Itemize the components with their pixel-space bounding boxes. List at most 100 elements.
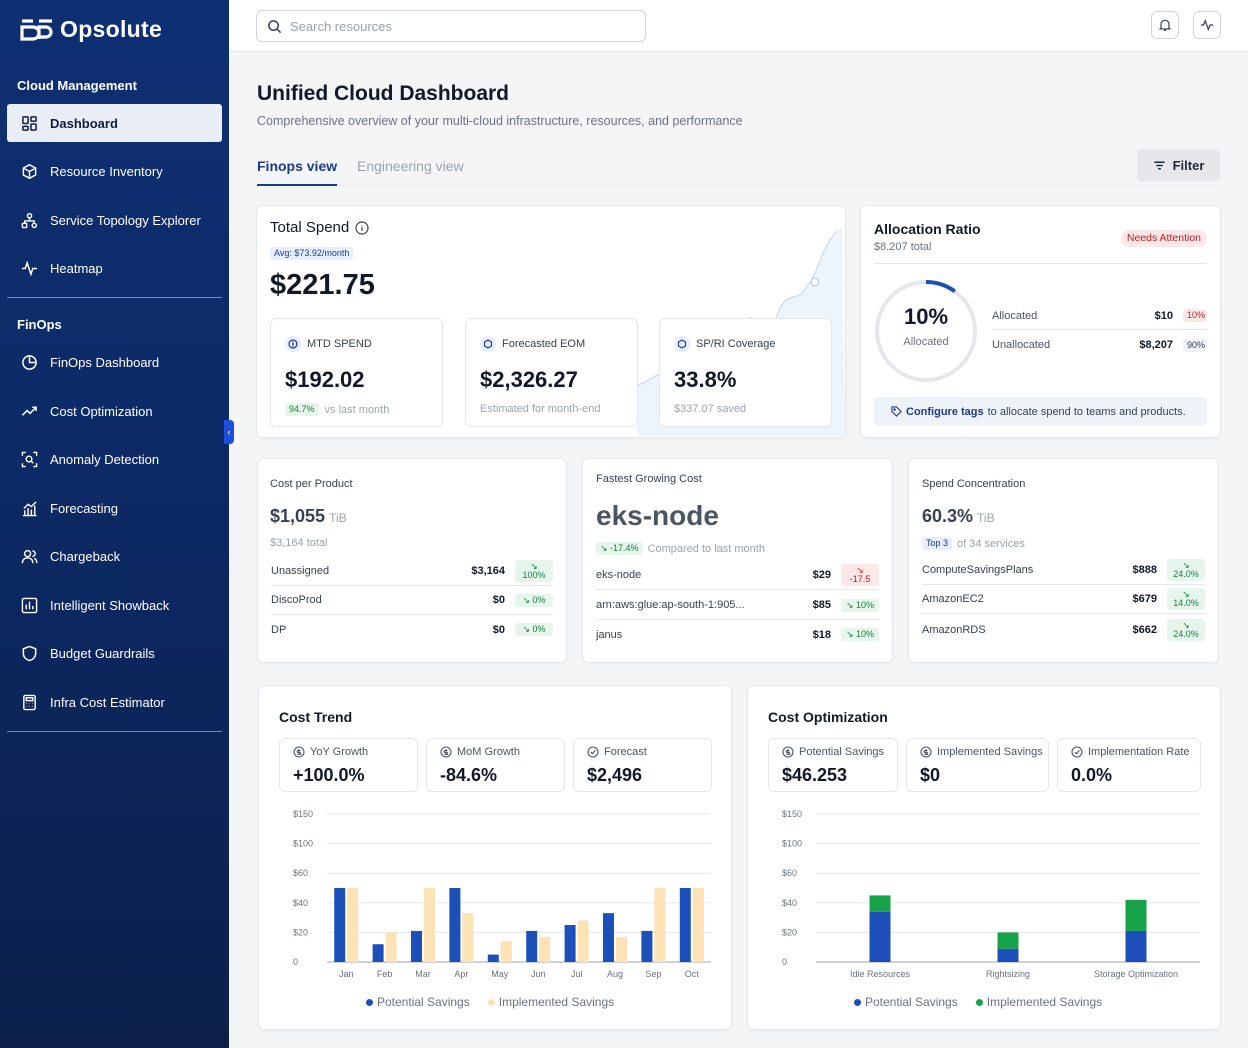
sidebar-item-dashboard[interactable]: Dashboard: [7, 104, 222, 142]
x-tick-label: Storage Optimization: [1094, 969, 1178, 979]
x-tick-label: Rightsizing: [986, 969, 1030, 979]
section-label-cloud-management: Cloud Management: [17, 78, 137, 93]
mtd-spend-value: $192.02: [285, 367, 365, 392]
sp-ri-coverage-value: 33.8%: [674, 367, 737, 392]
dollar-icon: [920, 746, 932, 758]
bar-potential: [334, 888, 346, 962]
sidebar-item-infra-cost-estimator[interactable]: Infra Cost Estimator: [7, 683, 222, 721]
bar-chart-icon: [22, 500, 37, 516]
sidebar-item-resource-inventory[interactable]: Resource Inventory: [7, 152, 222, 190]
table-row[interactable]: eks-node $29 ↘ -17.5: [596, 561, 879, 590]
table-row[interactable]: ComputeSavingsPlans $888 ↘ 24.0%: [922, 556, 1205, 585]
page-title: Unified Cloud Dashboard: [257, 82, 509, 105]
activity-button[interactable]: [1193, 11, 1221, 39]
bar-implemented: [500, 941, 512, 962]
avg-badge: Avg: $73.92/month: [270, 247, 354, 260]
allocated-amount: $10: [1154, 309, 1173, 322]
allocated-label: Allocated: [992, 309, 1038, 322]
fastest-growing-badge: ↘ -17.4%: [596, 542, 643, 555]
allocated-row: Allocated $10 10%: [992, 302, 1207, 330]
tab-engineering-view[interactable]: Engineering view: [357, 158, 464, 174]
sidebar-item-anomaly-detection[interactable]: Anomaly Detection: [7, 440, 222, 478]
search-box[interactable]: [256, 10, 646, 42]
mtd-spend-label: MTD SPEND: [307, 338, 372, 350]
y-tick-label: $100: [293, 839, 313, 849]
table-row[interactable]: janus $18 ↘ 10%: [596, 620, 879, 649]
y-tick-label: $40: [293, 898, 308, 908]
activity-icon: [1200, 18, 1214, 32]
cost-per-product-sub: $3,164 total: [270, 537, 328, 549]
legend-implemented-savings: Implemented Savings: [975, 995, 1102, 1009]
trend-icon: [21, 405, 37, 416]
allocation-percent: 10%: [903, 304, 949, 329]
unallocated-amount: $8,207: [1139, 339, 1173, 351]
bar-potential: [487, 954, 499, 962]
sp-ri-coverage-card: SP/RI Coverage 33.8% $337.07 saved: [659, 318, 832, 427]
sidebar-item-label: FinOps Dashboard: [50, 354, 160, 370]
sidebar-item-label: Dashboard: [50, 115, 118, 131]
cost-trend-chart: 0 $20 $40 $60 $100 $150 Jan Feb Mar Apr May Jun Jul A…: [293, 809, 711, 979]
topology-icon: [21, 212, 38, 228]
table-row[interactable]: DiscoProd $0 ↘ 0%: [271, 586, 553, 615]
fastest-growing-sub: Compared to last month: [647, 542, 765, 555]
bell-icon: [1158, 19, 1172, 31]
sidebar-item-finops-dashboard[interactable]: FinOps Dashboard: [7, 343, 222, 381]
y-tick-label: $100: [782, 839, 802, 849]
grid-icon: [22, 115, 37, 131]
x-tick-label: Feb: [377, 969, 393, 979]
notifications-button[interactable]: [1151, 11, 1179, 39]
dollar-icon: [782, 746, 794, 758]
page-subtitle: Comprehensive overview of your multi-clo…: [257, 114, 743, 128]
total-spend-value: $221.75: [270, 269, 375, 301]
table-row[interactable]: AmazonEC2 $679 ↘ 14.0%: [922, 585, 1205, 614]
x-tick-label: Jun: [531, 969, 546, 979]
bar-potential: [564, 925, 576, 962]
sidebar-item-budget-guardrails[interactable]: Budget Guardrails: [7, 634, 222, 672]
cost-optimization-chart: 0 $20 $40 $60 $100 $150 Idle Resources Rightsiz…: [782, 809, 1200, 979]
mom-growth-stat: MoM Growth -84.6%: [426, 738, 565, 792]
legend-dot: [854, 999, 861, 1006]
table-row[interactable]: arn:aws:glue:ap-south-1:905... $85 ↘ 10%: [596, 591, 879, 620]
unallocated-pct: 90%: [1183, 338, 1207, 352]
brand-name: Opsolute: [60, 16, 163, 42]
info-icon[interactable]: [355, 220, 369, 235]
sidebar-item-chargeback[interactable]: Chargeback: [7, 537, 222, 575]
search-input[interactable]: [290, 18, 630, 34]
implementation-rate-stat: Implementation Rate 0.0%: [1057, 738, 1201, 792]
cost-per-product-unit: TiB: [329, 511, 347, 525]
scan-icon: [21, 451, 38, 467]
sidebar: Opsolute Cloud Management Dashboard Reso…: [0, 0, 229, 1048]
total-spend-card: Total Spend Avg: $73.92/month $221.75 MT…: [256, 205, 846, 438]
sidebar-item-service-topology-explorer[interactable]: Service Topology Explorer: [7, 201, 222, 239]
sidebar-item-heatmap[interactable]: Heatmap: [7, 249, 222, 287]
mtd-spend-card: MTD SPEND $192.02 94.7% vs last month: [270, 318, 443, 427]
sidebar-item-intelligent-showback[interactable]: Intelligent Showback: [7, 586, 222, 624]
sidebar-item-cost-optimization[interactable]: Cost Optimization: [7, 392, 222, 430]
configure-tags-link[interactable]: Configure tags: [906, 405, 984, 418]
table-row[interactable]: DP $0 ↘ 0%: [271, 615, 553, 644]
cost-per-product-value: $1,055: [270, 506, 326, 526]
allocation-ratio-card: Allocation Ratio $8,207 total Needs Atte…: [860, 205, 1221, 438]
potential-savings-stat: Potential Savings $46.253: [768, 738, 898, 792]
filter-button[interactable]: Filter: [1137, 149, 1220, 181]
allocation-donut-arc: [875, 280, 977, 382]
y-tick-label: $40: [782, 898, 797, 908]
bar-potential: [679, 888, 691, 962]
sidebar-item-label: Resource Inventory: [50, 163, 163, 179]
sidebar-collapse-handle[interactable]: ‹: [224, 420, 234, 444]
fastest-growing-card: Fastest Growing Cost eks-node ↘ -17.4% C…: [582, 458, 893, 663]
tab-finops-view[interactable]: Finops view: [257, 158, 338, 186]
forecasted-eom-label: Forecasted EOM: [502, 338, 586, 350]
table-row[interactable]: Unassigned $3,164 ↘ 100%: [271, 557, 553, 586]
sidebar-divider: [7, 297, 222, 298]
legend-dot: [366, 999, 373, 1006]
sidebar-item-forecasting[interactable]: Forecasting: [7, 489, 222, 527]
cube-icon: [22, 163, 37, 179]
table-row[interactable]: AmazonRDS $662 ↘ 24.0%: [922, 615, 1205, 644]
brand-logo[interactable]: Opsolute: [20, 16, 162, 43]
y-tick-label: 0: [782, 957, 787, 967]
bar-potential: [997, 948, 1019, 962]
y-tick-label: $60: [782, 868, 797, 878]
cube-icon: [480, 336, 496, 352]
cost-per-product-card: Cost per Product $1,055 TiB $3,164 total…: [257, 458, 567, 663]
